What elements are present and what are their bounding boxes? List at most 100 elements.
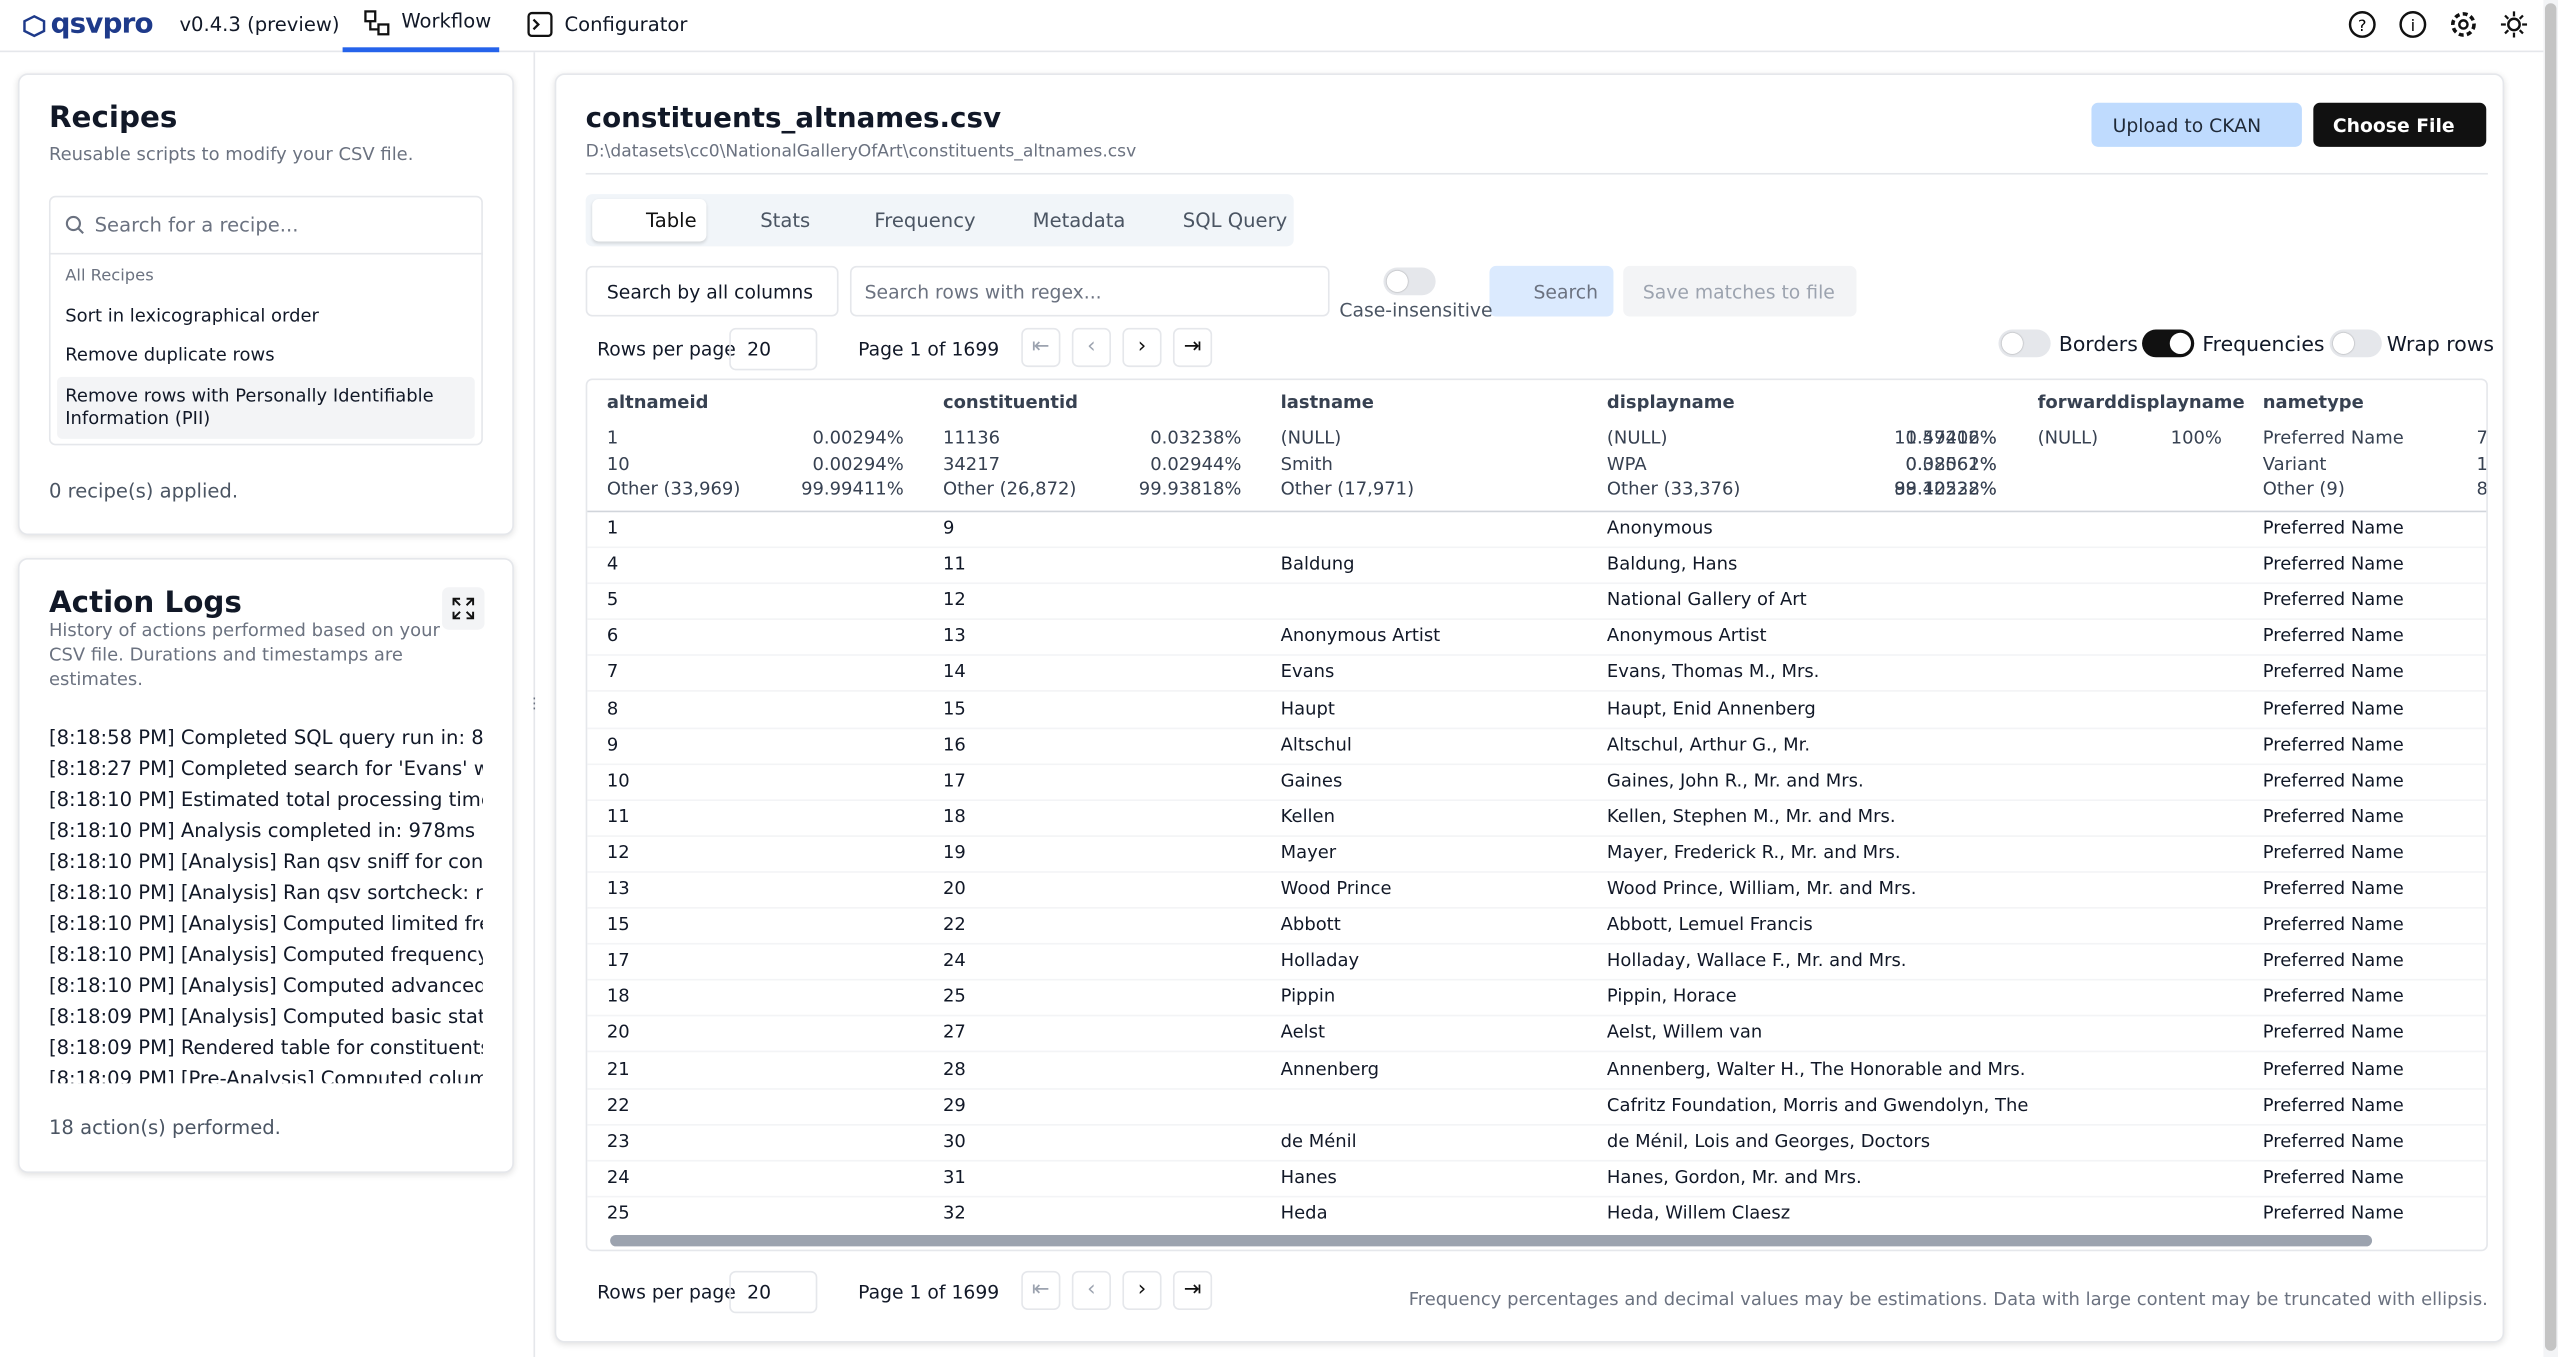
expand-button[interactable] — [442, 587, 485, 630]
applied-count: 0 recipe(s) applied. — [48, 479, 239, 503]
freq-label: Other (9) — [2262, 478, 2345, 500]
cell: 19 — [942, 841, 966, 863]
toggle-label: Wrap rows — [2386, 331, 2495, 356]
cell: Kellen — [1280, 805, 1335, 827]
cell: 11 — [606, 805, 630, 827]
choose-label[interactable]: Choose File — [2332, 114, 2455, 138]
search-mode[interactable]: Search by all columns — [606, 280, 813, 304]
header-divider — [587, 510, 2487, 513]
header-icons[interactable]: ? i — [2348, 10, 2531, 39]
borders-toggle[interactable] — [1998, 329, 2051, 358]
recipe-list — [48, 195, 483, 446]
cell: 18 — [606, 985, 630, 1008]
row-divider — [587, 618, 2487, 621]
view-tab[interactable]: Stats — [760, 208, 811, 232]
freq-label: 34217 — [942, 452, 1001, 474]
upload-label[interactable]: Upload to CKAN — [2112, 114, 2262, 138]
page-button[interactable]: ⇤ — [1021, 1270, 1061, 1311]
cell: 15 — [942, 697, 966, 719]
svg-text:i: i — [2411, 16, 2416, 35]
column-header[interactable]: nametype — [2262, 391, 2364, 413]
column-header[interactable]: lastname — [1280, 391, 1374, 413]
v-scrollbar[interactable] — [2544, 3, 2557, 1351]
row-divider — [587, 798, 2487, 801]
page-button[interactable]: ‹ — [1071, 327, 1111, 368]
page-button[interactable]: ⇤ — [1021, 327, 1061, 368]
view-tab[interactable]: Frequency — [874, 208, 976, 232]
case-toggle[interactable] — [1383, 267, 1436, 296]
freq-pct: 0.02061% — [1905, 452, 1997, 474]
search-mode-select[interactable] — [585, 265, 839, 317]
cell: 16 — [942, 733, 966, 755]
configurator-icon — [527, 11, 553, 38]
recipe-item[interactable]: Remove rows with Personally Identifiable — [65, 385, 434, 407]
recipe-item[interactable]: Sort in lexicographical order — [65, 305, 319, 327]
view-tab[interactable]: Metadata — [1032, 208, 1126, 232]
column-header[interactable]: constituentid — [942, 391, 1078, 413]
recipe-item[interactable]: Information (PII) — [65, 407, 211, 430]
row-divider — [587, 726, 2487, 729]
log-entry: [8:18:10 PM] Analysis completed in: 978m… — [48, 818, 476, 842]
column-header[interactable]: forwarddisplayname — [2037, 391, 2245, 413]
card-subtitle: estimates. — [48, 668, 143, 691]
cell: 24 — [942, 949, 966, 971]
rows-label: Rows per page — [597, 337, 736, 361]
freq-label: (NULL) — [1280, 427, 1342, 449]
toggle-label: Borders — [2058, 331, 2138, 356]
rows-value[interactable]: 20 — [747, 1280, 772, 1304]
cell: 4 — [606, 553, 619, 575]
freq-label: Other (33,969) — [606, 478, 741, 500]
page-label: Page 1 of 1699 — [858, 337, 1000, 361]
column-header[interactable]: displayname — [1606, 391, 1735, 413]
search-label[interactable]: Search — [1533, 280, 1598, 304]
recipe-item[interactable]: Remove duplicate rows — [65, 344, 275, 366]
choose-file-button[interactable] — [2313, 102, 2487, 147]
cell: 12 — [942, 589, 966, 611]
frequencies-toggle[interactable] — [2142, 329, 2195, 358]
rows-select[interactable] — [729, 327, 818, 371]
save-button[interactable] — [1623, 265, 1857, 317]
cell: 28 — [942, 1057, 966, 1080]
cell: 23 — [606, 1130, 630, 1152]
page-button[interactable]: ‹ — [1071, 1270, 1111, 1311]
freq-label: Other (33,376) — [1606, 478, 1741, 500]
search-button[interactable] — [1489, 265, 1614, 317]
cell: Evans, Thomas M., Mrs. — [1606, 661, 1820, 683]
page-button[interactable]: › — [1122, 327, 1162, 368]
freq-pct: 0.03238% — [1150, 427, 1242, 449]
cell: Preferred Name — [2262, 661, 2404, 683]
active-tab[interactable] — [592, 199, 707, 242]
cell: Pippin — [1280, 985, 1336, 1008]
footer-note: Frequency percentages and decimal values… — [1408, 1288, 2488, 1311]
cell: 25 — [606, 1202, 630, 1224]
wrap-toggle[interactable] — [2329, 329, 2382, 358]
save-label[interactable]: Save matches to file — [1642, 280, 1835, 304]
cell: Anonymous Artist — [1280, 625, 1441, 647]
cell: Preferred Name — [2262, 1021, 2404, 1044]
view-tab[interactable]: Table — [646, 208, 697, 232]
nav-tab[interactable]: Workflow — [401, 9, 492, 33]
page-button[interactable]: ⇥ — [1172, 1270, 1213, 1311]
view-tab[interactable]: SQL Query — [1182, 208, 1288, 232]
cell: 9 — [942, 517, 955, 539]
rows-value[interactable]: 20 — [747, 337, 772, 361]
page-button[interactable]: › — [1122, 1270, 1162, 1311]
h-scrollbar[interactable] — [610, 1234, 2373, 1247]
nav-tab[interactable]: Configurator — [564, 13, 688, 36]
regex-input[interactable] — [849, 265, 1330, 317]
splitter-handle[interactable]: ⋮ — [526, 696, 542, 713]
splitter[interactable] — [533, 52, 536, 1357]
cell: Abbott — [1280, 913, 1341, 935]
row-divider — [587, 834, 2487, 837]
rows-select[interactable] — [729, 1270, 818, 1314]
cell: 1 — [606, 517, 619, 539]
cell: 22 — [606, 1094, 630, 1116]
page-label: Page 1 of 1699 — [858, 1280, 1000, 1304]
upload-button[interactable] — [2091, 102, 2302, 147]
page-button[interactable]: ⇥ — [1172, 327, 1213, 368]
cell: 6 — [606, 625, 619, 647]
column-header[interactable]: altnameid — [606, 391, 709, 413]
cell: de Ménil — [1280, 1130, 1357, 1152]
cell: Anonymous Artist — [1606, 625, 1767, 647]
freq-label: (NULL) — [1606, 427, 1668, 449]
